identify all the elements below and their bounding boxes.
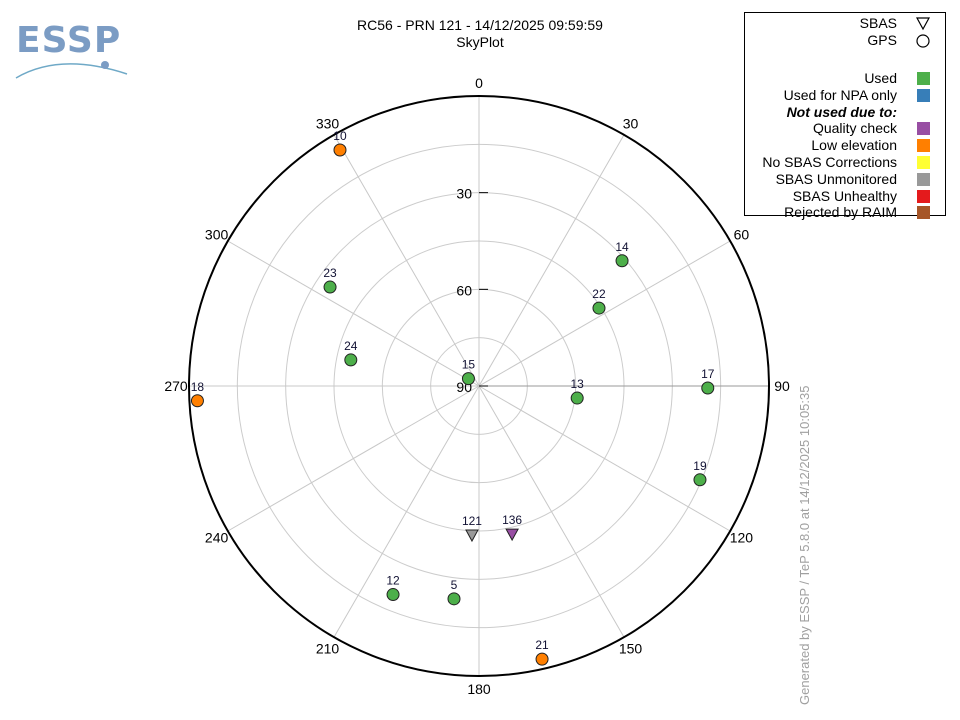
gps-satellite-marker	[323, 280, 337, 294]
legend-item: SBAS Unhealthy	[792, 187, 897, 204]
legend-heading: Not used due to:	[786, 103, 897, 120]
satellite-prn-label: 10	[333, 129, 347, 143]
gps-satellite-marker	[344, 353, 358, 367]
gps-satellite-marker	[570, 391, 584, 405]
azimuth-tick-label: 330	[316, 116, 340, 132]
elevation-tick-label: 30	[456, 186, 472, 202]
gps-satellite-marker	[447, 592, 461, 606]
legend-item: Low elevation	[811, 137, 897, 154]
azimuth-tick-label: 300	[205, 227, 229, 243]
legend-swatch	[917, 72, 930, 85]
satellite-prn-label: 19	[693, 459, 707, 473]
azimuth-tick-label: 180	[467, 681, 491, 697]
azimuth-spoke	[227, 385, 480, 532]
legend-swatch	[917, 172, 930, 186]
azimuth-spoke	[227, 240, 480, 387]
chart-title: RC56 - PRN 121 - 14/12/2025 09:59:59 Sky…	[0, 17, 960, 51]
satellite-prn-label: 22	[592, 287, 606, 301]
circle-icon	[916, 34, 930, 48]
azimuth-tick-label: 150	[619, 640, 643, 656]
satellite-prn-label: 24	[344, 339, 358, 353]
legend-swatch	[917, 156, 930, 169]
legend-item: No SBAS Corrections	[762, 154, 897, 170]
azimuth-spoke	[333, 134, 480, 387]
azimuth-tick-label: 0	[475, 75, 483, 91]
essp-logo: ESSP	[15, 20, 128, 79]
horizon-circle	[188, 95, 770, 677]
satellite-prn-label: 21	[535, 638, 549, 652]
legend-swatch	[917, 189, 930, 203]
svg-text:ESSP: ESSP	[16, 20, 121, 61]
chart-subtitle: SkyPlot	[456, 34, 504, 50]
azimuth-tick-label: 210	[316, 640, 340, 656]
azimuth-spoke	[478, 385, 625, 638]
gps-satellite-marker	[333, 143, 347, 157]
chart-title-line1: RC56 - PRN 121 - 14/12/2025 09:59:59	[357, 17, 603, 33]
sbas-satellite-marker	[465, 529, 479, 543]
gps-satellite-marker	[386, 588, 400, 602]
legend-item: Quality check	[812, 120, 897, 137]
sbas-satellite-marker	[505, 528, 519, 542]
azimuth-tick-label: 60	[734, 227, 750, 243]
satellite-prn-label: 14	[615, 240, 629, 254]
triangle-icon	[915, 17, 931, 31]
azimuth-spoke	[333, 385, 480, 638]
satellite-prn-label: 13	[571, 377, 585, 391]
legend-swatch	[917, 206, 930, 220]
gps-satellite-marker	[535, 652, 549, 666]
legend-swatch	[917, 88, 930, 102]
generated-by-footer: Generated by ESSP / TeP 5.8.0 at 14/12/2…	[797, 385, 812, 705]
satellite-prn-label: 18	[191, 380, 205, 394]
gps-satellite-marker	[693, 473, 707, 487]
azimuth-tick-label: 270	[164, 378, 188, 394]
legend-shape-triangle: SBAS	[859, 15, 897, 31]
gps-satellite-marker	[701, 381, 715, 395]
satellite-prn-label: 12	[386, 574, 400, 588]
azimuth-spoke	[478, 240, 731, 387]
azimuth-tick-label: 120	[730, 530, 754, 546]
legend-item: Used	[864, 70, 897, 86]
legend-item: Used for NPA only	[783, 86, 897, 103]
legend-item: Rejected by RAIM	[784, 204, 897, 221]
azimuth-tick-label: 240	[205, 530, 229, 546]
gps-satellite-marker	[461, 372, 475, 386]
azimuth-spoke	[478, 385, 731, 532]
azimuth-spoke	[478, 134, 625, 387]
azimuth-tick-label: 90	[774, 378, 790, 394]
legend-shape-circle: GPS	[867, 32, 897, 48]
satellite-prn-label: 136	[502, 513, 522, 527]
satellite-prn-label: 5	[451, 578, 458, 592]
gps-satellite-marker	[592, 301, 606, 315]
legend-item: SBAS Unmonitored	[775, 170, 897, 187]
azimuth-tick-label: 30	[623, 116, 639, 132]
satellite-prn-label: 17	[701, 367, 715, 381]
satellite-prn-label: 15	[462, 358, 476, 372]
legend-swatch	[917, 122, 930, 136]
elevation-tick-label: 60	[456, 282, 472, 298]
legend: SBAS GPS Used Used for NPA only Not used due…	[744, 12, 946, 220]
legend-swatch	[917, 139, 930, 153]
gps-satellite-marker	[190, 394, 204, 408]
gps-satellite-marker	[615, 254, 629, 268]
satellite-prn-label: 23	[323, 266, 337, 280]
satellite-prn-label: 121	[462, 514, 482, 528]
